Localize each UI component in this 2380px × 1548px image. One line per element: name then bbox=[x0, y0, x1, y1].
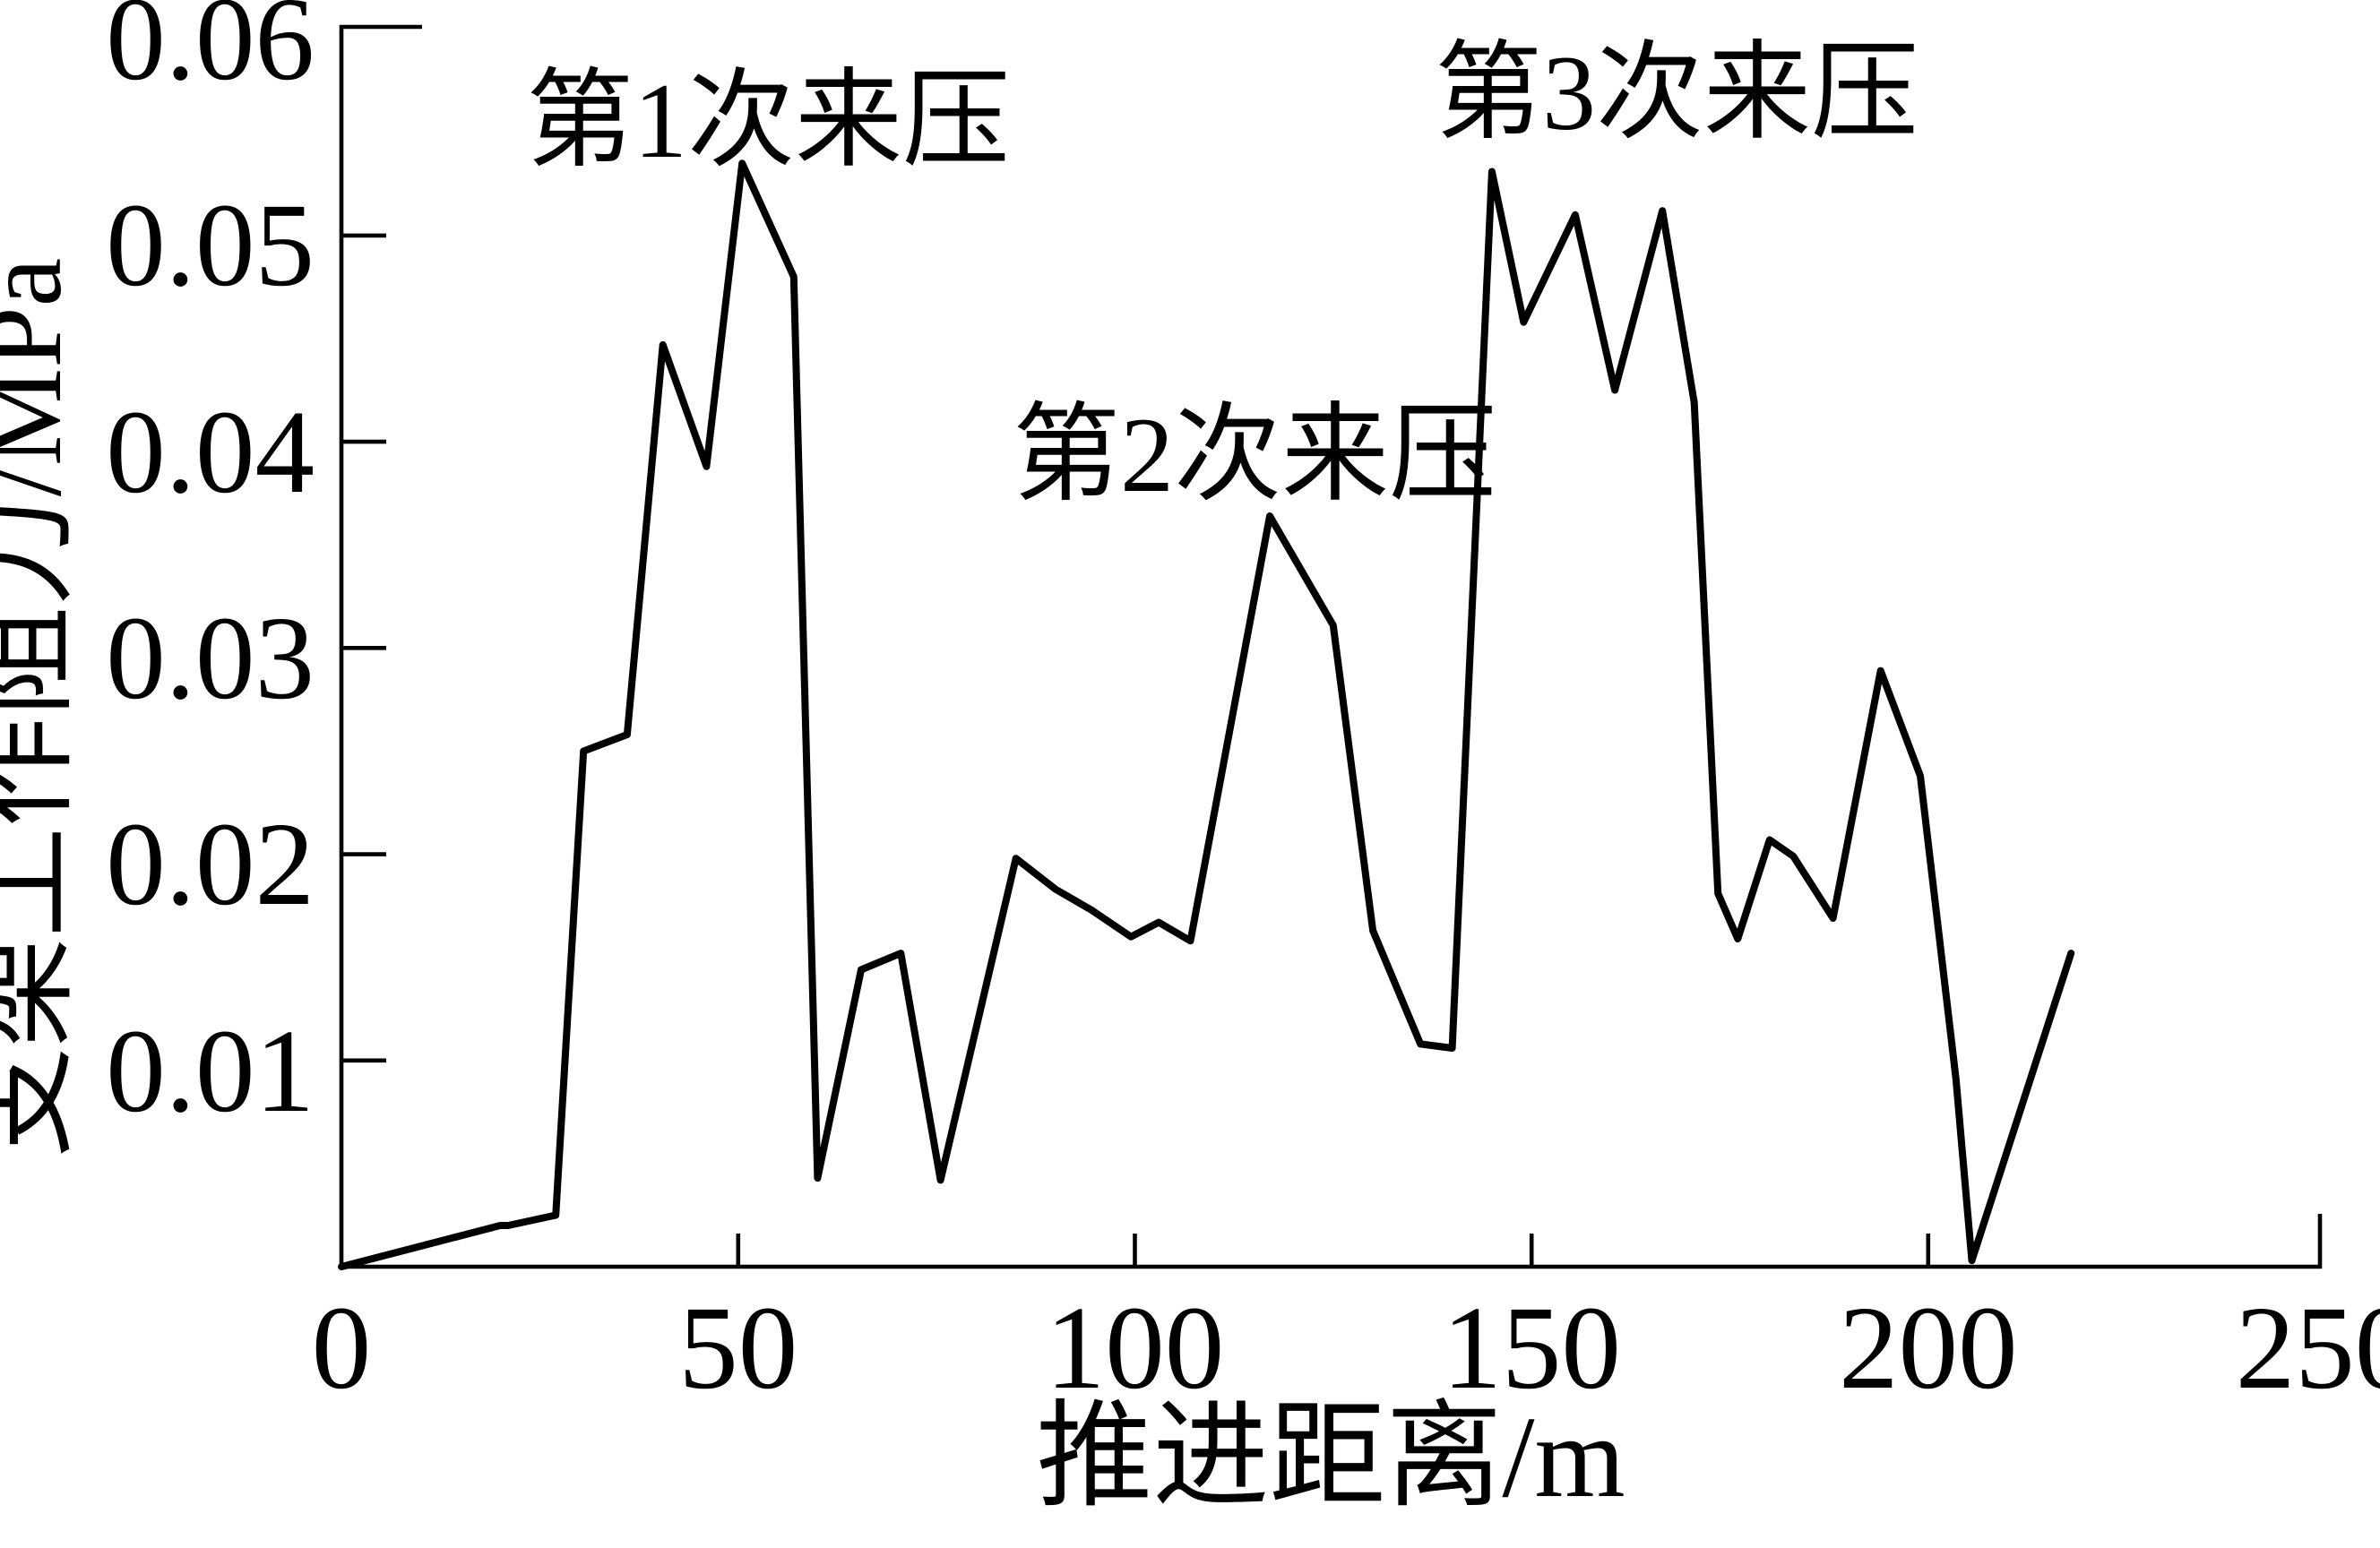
svg-text:200: 200 bbox=[1839, 1281, 2018, 1414]
svg-text:第1次来压: 第1次来压 bbox=[526, 61, 1010, 180]
svg-text:0.06: 0.06 bbox=[106, 0, 315, 105]
svg-text:0.01: 0.01 bbox=[106, 1004, 315, 1137]
svg-text:第2次来压: 第2次来压 bbox=[1013, 395, 1496, 514]
svg-text:0: 0 bbox=[312, 1281, 372, 1414]
svg-text:0.04: 0.04 bbox=[106, 385, 315, 518]
svg-text:250: 250 bbox=[2236, 1281, 2380, 1414]
svg-text:0.03: 0.03 bbox=[106, 591, 315, 724]
svg-text:0.05: 0.05 bbox=[106, 178, 315, 311]
svg-text:第3次来压: 第3次来压 bbox=[1435, 33, 1919, 152]
svg-text:50: 50 bbox=[678, 1281, 798, 1414]
svg-text:0.02: 0.02 bbox=[106, 797, 315, 930]
svg-text:支架工作阻力/MPa: 支架工作阻力/MPa bbox=[0, 258, 84, 1158]
svg-text:推进距离/m: 推进距离/m bbox=[1036, 1393, 1625, 1522]
